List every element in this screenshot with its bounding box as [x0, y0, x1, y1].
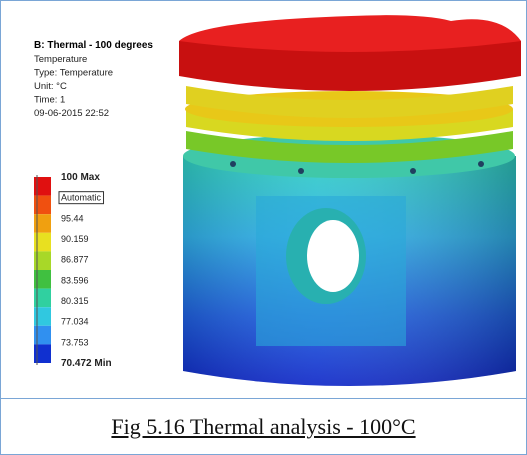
header-lines: Temperature Type: Temperature Unit: °C Time…	[34, 54, 113, 119]
header-line: 09-06-2015 22:52	[34, 108, 109, 119]
legend-label: 70.472 Min	[61, 358, 112, 369]
legend-label: 100 Max	[61, 172, 100, 183]
header-line: Unit: °C	[34, 81, 67, 92]
legend-label: 95.44	[61, 213, 84, 223]
legend-label: 83.596	[61, 275, 89, 285]
legend-label: Automatic	[61, 193, 102, 203]
legend-label: 90.159	[61, 234, 89, 244]
header-line: Time: 1	[34, 95, 65, 106]
caption: Fig 5.16 Thermal analysis - 100°C	[1, 398, 526, 454]
legend: 100 Max Automatic 95.44 90.159 86.877 83.596 8…	[34, 172, 112, 369]
header-line: Type: Temperature	[34, 68, 113, 79]
figure: B: Thermal - 100 degrees Temperature Type…	[1, 1, 526, 398]
legend-label: 77.034	[61, 317, 89, 327]
legend-label: 86.877	[61, 255, 89, 265]
page: B: Thermal - 100 degrees Temperature Type…	[0, 0, 527, 455]
piston	[179, 15, 521, 386]
result-title: B: Thermal - 100 degrees	[34, 40, 153, 51]
header-line: Temperature	[34, 54, 87, 65]
legend-label: 73.753	[61, 337, 89, 347]
legend-label: 80.315	[61, 296, 89, 306]
